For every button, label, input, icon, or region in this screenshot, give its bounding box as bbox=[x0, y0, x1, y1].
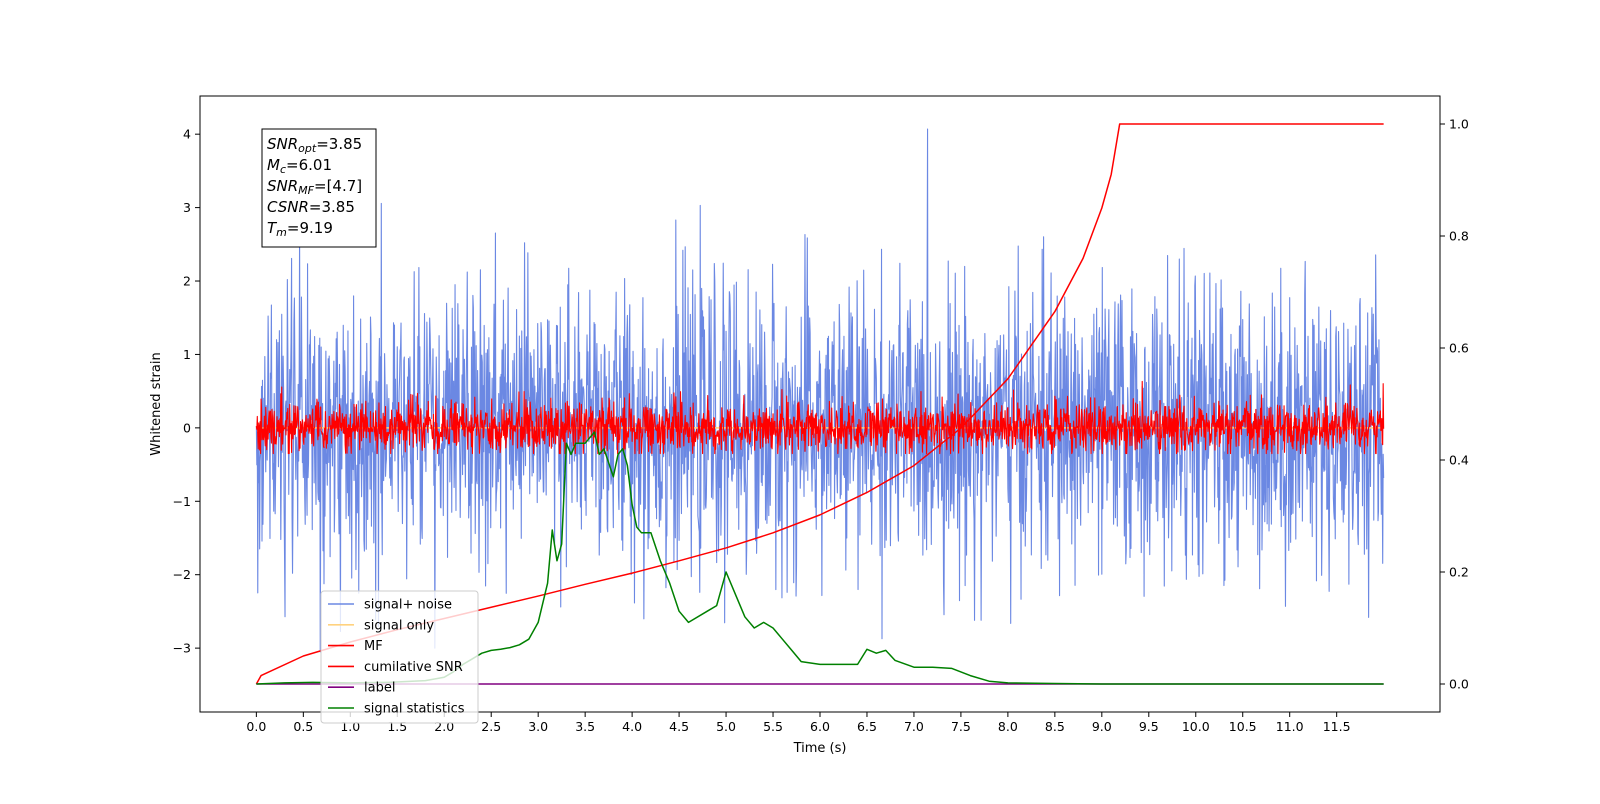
y-axis-left: −3 −2 −1 0 1 2 3 4 bbox=[173, 127, 200, 656]
annotation-value: =[4.7] bbox=[314, 177, 362, 195]
y2-tick-label: 1.0 bbox=[1449, 117, 1469, 132]
y2-tick-label: 0.4 bbox=[1449, 453, 1469, 468]
x-tick-label: 2.5 bbox=[481, 719, 501, 734]
x-tick-label: 9.5 bbox=[1139, 719, 1159, 734]
legend: signal+ noise signal only MF cumilative SNR… bbox=[320, 590, 479, 724]
x-tick-label: 11.0 bbox=[1276, 719, 1304, 734]
y-tick-label: 4 bbox=[183, 127, 191, 142]
y-tick-label: −3 bbox=[173, 641, 191, 656]
annotation-frame bbox=[261, 128, 377, 248]
annotation-subscript: opt bbox=[298, 142, 317, 155]
y2-tick-label: 0.2 bbox=[1449, 565, 1469, 580]
y-tick-label: 0 bbox=[183, 420, 191, 435]
x-tick-label: 5.0 bbox=[716, 719, 736, 734]
x-tick-label: 0.0 bbox=[246, 719, 266, 734]
y-tick-label: −2 bbox=[173, 567, 191, 582]
x-tick-label: 10.0 bbox=[1182, 719, 1210, 734]
annotation-line: SNRMF=[4.7] bbox=[267, 177, 362, 197]
y2-tick-label: 0.8 bbox=[1449, 229, 1469, 244]
y-axis-label: Whitened strain bbox=[149, 352, 164, 455]
annotation-line: Mc=6.01 bbox=[267, 156, 332, 176]
legend-entry: MF bbox=[364, 639, 383, 654]
series-line-signal-noise bbox=[255, 128, 1385, 653]
x-tick-label: 11.5 bbox=[1323, 719, 1351, 734]
x-tick-label: 7.0 bbox=[904, 719, 924, 734]
annotation-line: CSNR=3.85 bbox=[267, 198, 355, 216]
x-tick-label: 3.5 bbox=[575, 719, 595, 734]
y-tick-label: −1 bbox=[173, 494, 191, 509]
legend-entry: cumilative SNR bbox=[364, 660, 463, 675]
annotation-value: =9.19 bbox=[287, 219, 333, 237]
annotation-symbol: SNR bbox=[267, 177, 298, 195]
x-tick-label: 10.5 bbox=[1229, 719, 1257, 734]
annotation-symbol: M bbox=[267, 156, 280, 174]
x-tick-label: 6.5 bbox=[857, 719, 877, 734]
series-line-mf bbox=[255, 380, 1385, 455]
y2-tick-label: 0.6 bbox=[1449, 341, 1469, 356]
annotation-subscript: m bbox=[276, 226, 287, 239]
series-line-signal-statistics bbox=[256, 431, 1384, 685]
annotation-subscript: c bbox=[280, 163, 286, 176]
annotation-symbol: T bbox=[267, 219, 278, 237]
x-tick-label: 6.0 bbox=[810, 719, 830, 734]
x-tick-label: 0.5 bbox=[293, 719, 313, 734]
annotation-box: SNRopt=3.85Mc=6.01SNRMF=[4.7]CSNR=3.85Tm… bbox=[261, 128, 377, 248]
annotation-symbol: CSNR bbox=[267, 198, 309, 216]
x-tick-label: 4.0 bbox=[622, 719, 642, 734]
x-tick-label: 8.5 bbox=[1045, 719, 1065, 734]
legend-entry: signal statistics bbox=[364, 702, 465, 717]
legend-frame bbox=[320, 590, 479, 724]
x-tick-label: 5.5 bbox=[763, 719, 783, 734]
y-tick-label: 3 bbox=[183, 200, 191, 215]
annotation-symbol: SNR bbox=[267, 135, 298, 153]
x-tick-label: 4.5 bbox=[669, 719, 689, 734]
annotation-value: =3.85 bbox=[316, 135, 362, 153]
annotation-subscript: MF bbox=[298, 184, 314, 197]
y-tick-label: 2 bbox=[183, 274, 191, 289]
legend-entry: signal only bbox=[364, 618, 434, 633]
annotation-line: Tm=9.19 bbox=[267, 219, 333, 239]
annotation-value: =6.01 bbox=[286, 156, 332, 174]
y-axis-right: 0.0 0.2 0.4 0.6 0.8 1.0 bbox=[1440, 117, 1469, 692]
legend-entry: signal+ noise bbox=[364, 598, 452, 613]
y2-tick-label: 0.0 bbox=[1449, 677, 1469, 692]
x-tick-label: 8.0 bbox=[998, 719, 1018, 734]
y-tick-label: 1 bbox=[183, 347, 191, 362]
x-tick-label: 7.5 bbox=[951, 719, 971, 734]
annotation-value: =3.85 bbox=[309, 198, 355, 216]
legend-entry: label bbox=[364, 681, 395, 696]
x-tick-label: 3.0 bbox=[528, 719, 548, 734]
x-tick-label: 9.0 bbox=[1092, 719, 1112, 734]
x-axis-label: Time (s) bbox=[793, 741, 847, 756]
annotation-line: SNRopt=3.85 bbox=[267, 135, 362, 155]
